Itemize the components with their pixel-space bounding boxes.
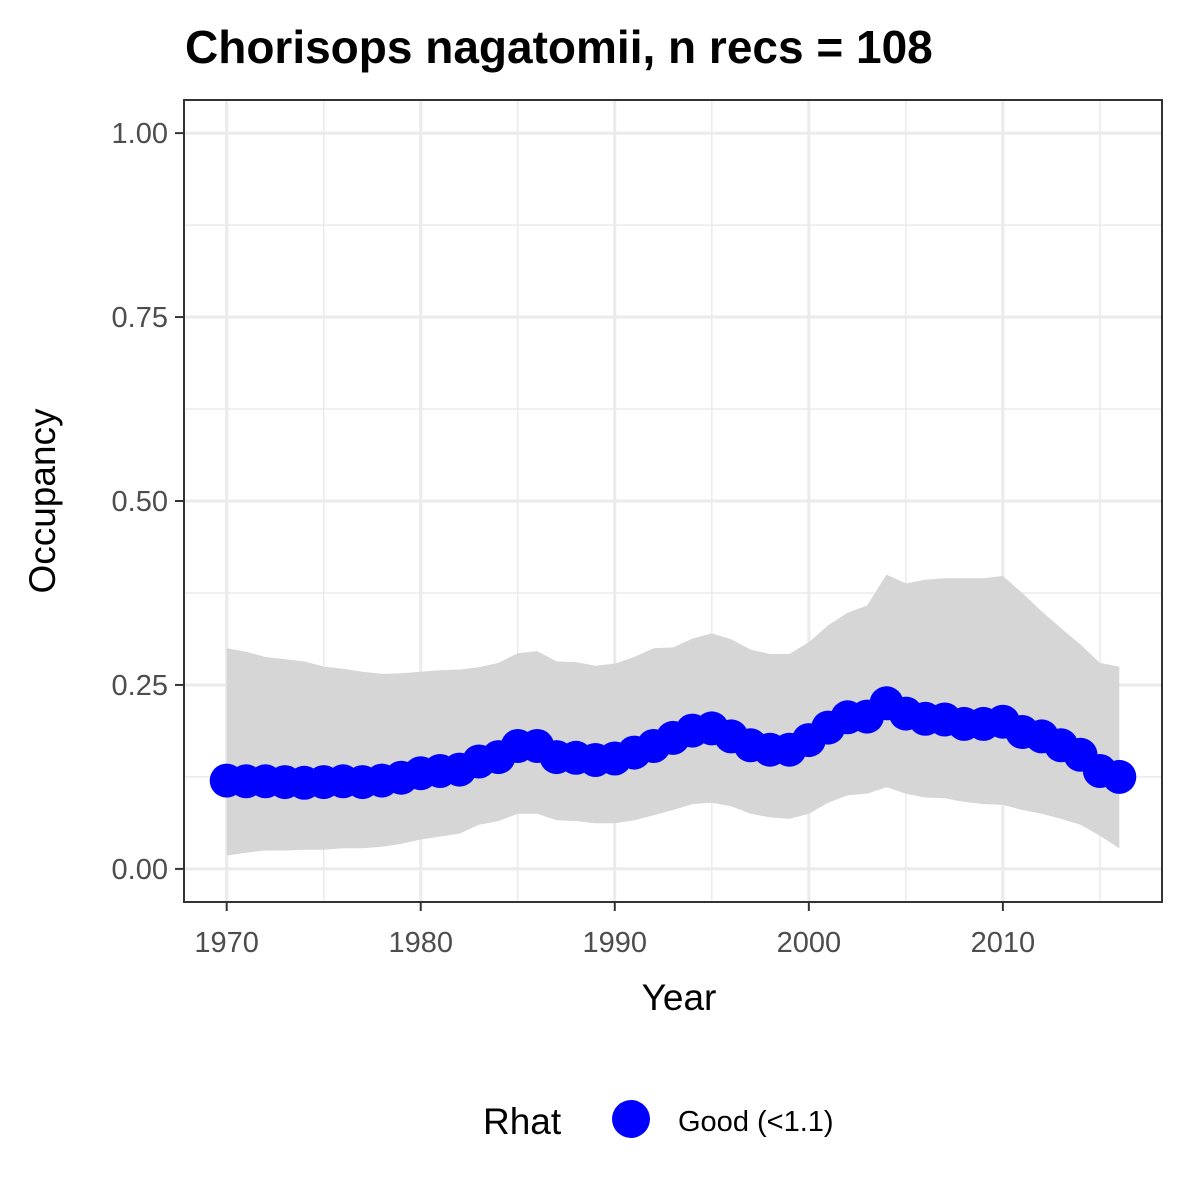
y-axis: 0.00 0.25 0.50 0.75 1.00 <box>112 118 184 886</box>
x-tick-label: 2000 <box>777 927 842 959</box>
legend: Rhat Good (<1.1) <box>483 1100 834 1142</box>
data-point <box>1102 759 1137 794</box>
x-tick-label: 2010 <box>971 927 1036 959</box>
x-tick-label: 1970 <box>194 927 259 959</box>
y-tick-label: 0.25 <box>112 670 168 702</box>
y-tick-label: 1.00 <box>112 118 168 150</box>
y-tick-label: 0.50 <box>112 486 168 518</box>
confidence-band <box>226 574 1120 856</box>
legend-title: Rhat <box>483 1101 562 1142</box>
y-tick-label: 0.00 <box>112 854 168 886</box>
legend-key-good <box>612 1100 650 1138</box>
x-axis: 1970 1980 1990 2000 2010 <box>194 902 1035 959</box>
x-tick-label: 1980 <box>388 927 453 959</box>
y-axis-title: Occupancy <box>22 408 63 594</box>
legend-label-good: Good (<1.1) <box>678 1106 834 1138</box>
x-axis-title: Year <box>642 977 717 1018</box>
data-points <box>209 686 1137 800</box>
y-tick-label: 0.75 <box>112 302 168 334</box>
x-tick-label: 1990 <box>583 927 648 959</box>
chart-title: Chorisops nagatomii, n recs = 108 <box>185 21 933 73</box>
